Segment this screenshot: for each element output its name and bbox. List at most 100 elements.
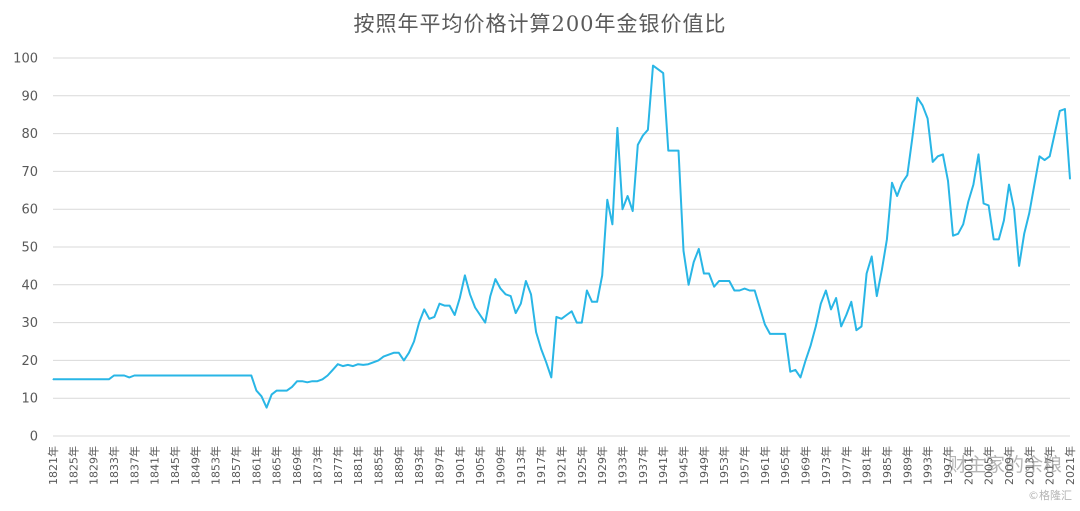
data-point-1888 <box>393 352 395 354</box>
data-point-1877 <box>337 363 339 365</box>
x-tick-label: 1829年 <box>87 446 101 485</box>
data-point-2000 <box>962 223 964 225</box>
x-tick-label: 1893年 <box>412 446 426 485</box>
data-point-1943 <box>672 150 675 152</box>
data-point-1824 <box>67 378 69 380</box>
data-point-1947 <box>693 261 695 263</box>
data-point-1910 <box>505 293 507 295</box>
data-point-2018 <box>1054 133 1056 135</box>
data-point-1975 <box>835 297 837 299</box>
series-line-0 <box>53 64 1071 409</box>
data-point-1875 <box>327 374 329 377</box>
data-point-2015 <box>1038 155 1041 157</box>
data-point-1998 <box>952 235 954 237</box>
x-tick-label: 1913年 <box>514 446 528 485</box>
data-point-1890 <box>403 359 405 361</box>
data-point-1871 <box>306 381 308 383</box>
data-point-2010 <box>1013 208 1015 210</box>
data-point-1903 <box>469 293 471 295</box>
data-point-1912 <box>515 312 517 314</box>
data-point-1829 <box>93 378 95 380</box>
watermark: 财主家的余粮 <box>947 454 1062 476</box>
x-tick-label: 1973年 <box>819 446 833 485</box>
data-point-1901 <box>459 297 461 299</box>
data-point-1846 <box>179 374 181 377</box>
data-point-2012 <box>1023 233 1025 235</box>
data-point-1917 <box>540 348 542 350</box>
data-point-1841 <box>154 374 156 377</box>
data-point-1853 <box>215 374 217 377</box>
x-tick-label: 1989年 <box>900 446 914 485</box>
data-point-1828 <box>88 378 90 380</box>
x-tick-label: 1929年 <box>595 446 609 485</box>
data-point-1823 <box>62 378 64 380</box>
data-point-1857 <box>235 374 237 377</box>
x-tick-label: 1953年 <box>717 446 731 485</box>
data-point-1843 <box>164 374 166 377</box>
x-tick-label: 1877年 <box>331 446 345 485</box>
data-point-2001 <box>967 201 969 203</box>
data-point-1961 <box>764 323 766 326</box>
data-point-1936 <box>637 144 639 146</box>
data-point-2004 <box>983 202 985 205</box>
data-point-1886 <box>382 356 385 358</box>
data-point-1911 <box>510 295 512 297</box>
data-point-1993 <box>927 117 929 120</box>
x-tick-label: 1865年 <box>270 446 284 485</box>
x-tick-label: 1889年 <box>392 446 406 485</box>
data-point-1944 <box>677 150 680 152</box>
data-point-2014 <box>1033 184 1035 186</box>
data-point-2007 <box>998 238 1000 240</box>
data-point-1930 <box>606 199 608 201</box>
data-point-1865 <box>276 390 278 392</box>
x-tick-label: 2005年 <box>982 446 996 485</box>
y-tick-label: 20 <box>21 354 38 369</box>
series-layer <box>52 64 1071 409</box>
data-point-2020 <box>1064 108 1066 110</box>
data-point-1979 <box>855 329 858 331</box>
data-point-1899 <box>449 305 451 307</box>
data-point-1972 <box>820 303 822 305</box>
x-tick-label: 1981年 <box>860 446 874 485</box>
data-point-1861 <box>255 390 257 392</box>
data-point-1894 <box>423 308 425 310</box>
data-point-1893 <box>418 322 420 324</box>
data-point-1939 <box>652 65 654 67</box>
data-point-1827 <box>82 378 85 380</box>
x-tick-label: 1949年 <box>697 446 711 485</box>
x-tick-label: 1909年 <box>493 446 507 485</box>
data-point-1989 <box>906 174 908 176</box>
data-point-1905 <box>479 314 481 316</box>
data-point-1884 <box>372 361 374 363</box>
data-point-1855 <box>225 374 227 377</box>
data-point-1983 <box>876 295 878 297</box>
data-point-2011 <box>1018 265 1020 267</box>
data-point-1941 <box>662 72 664 74</box>
x-tick-label: 1845年 <box>168 446 182 485</box>
data-point-1967 <box>794 369 797 371</box>
data-point-1977 <box>845 314 847 316</box>
data-point-1859 <box>245 374 247 377</box>
data-point-1863 <box>266 407 268 409</box>
y-tick-label: 10 <box>21 392 38 407</box>
data-point-1962 <box>769 333 771 335</box>
data-point-2002 <box>972 184 975 186</box>
data-point-1838 <box>138 374 140 377</box>
data-point-1985 <box>886 238 888 240</box>
data-point-1984 <box>881 269 883 271</box>
x-axis-ticks: 1821年 1825年 1829年 1833年 1837年 1841年 1845年 1849年… <box>46 446 1077 485</box>
x-tick-label: 1873年 <box>310 446 324 485</box>
x-tick-label: 2009年 <box>1002 446 1016 485</box>
data-point-1832 <box>108 378 110 380</box>
y-tick-label: 70 <box>21 165 38 180</box>
data-point-1851 <box>204 374 207 377</box>
data-point-2006 <box>993 238 995 240</box>
data-point-1942 <box>667 150 669 152</box>
y-axis-ticks: 0 10 20 30 40 50 60 70 80 90 100 <box>13 52 38 445</box>
data-point-1834 <box>118 374 120 377</box>
data-point-1896 <box>433 316 435 318</box>
data-point-1987 <box>896 195 898 197</box>
data-point-1879 <box>347 364 349 366</box>
data-point-1915 <box>530 293 532 295</box>
